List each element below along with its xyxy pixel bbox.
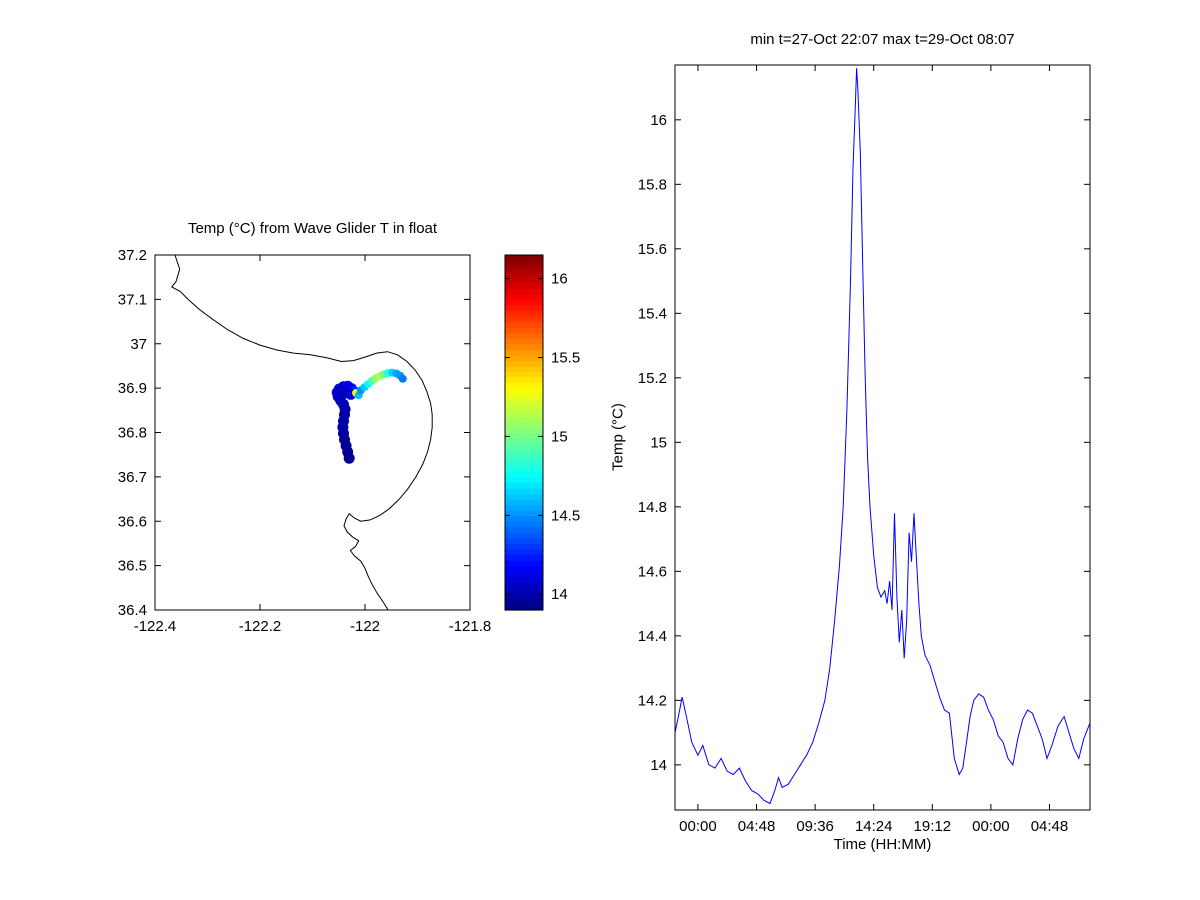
- svg-text:09:36: 09:36: [796, 818, 834, 835]
- svg-text:16: 16: [650, 112, 667, 129]
- svg-text:15.2: 15.2: [638, 370, 667, 387]
- svg-text:15: 15: [551, 428, 568, 445]
- svg-text:36.7: 36.7: [118, 469, 147, 486]
- svg-text:14:24: 14:24: [855, 818, 893, 835]
- svg-text:04:48: 04:48: [1031, 818, 1069, 835]
- svg-text:36.5: 36.5: [118, 558, 147, 575]
- temperature-line: [674, 68, 1091, 805]
- svg-text:-122.2: -122.2: [239, 618, 282, 635]
- coastline: [171, 254, 433, 611]
- map-title: Temp (°C) from Wave Glider T in float: [187, 220, 438, 237]
- timeseries-title: min t=27-Oct 22:07 max t=29-Oct 08:07: [750, 31, 1015, 48]
- svg-text:14.4: 14.4: [638, 628, 667, 645]
- svg-text:36.6: 36.6: [118, 513, 147, 530]
- timeseries-ylabel: Temp (°C): [609, 403, 627, 471]
- glider-track-point: [334, 388, 346, 400]
- svg-text:36.9: 36.9: [118, 380, 147, 397]
- svg-text:15: 15: [650, 434, 667, 451]
- svg-text:14.5: 14.5: [551, 507, 580, 524]
- svg-text:14.2: 14.2: [638, 692, 667, 709]
- svg-text:14: 14: [551, 586, 568, 603]
- svg-text:19:12: 19:12: [914, 818, 952, 835]
- svg-text:-122.4: -122.4: [134, 618, 177, 635]
- svg-text:37.1: 37.1: [118, 291, 147, 308]
- svg-text:14.8: 14.8: [638, 499, 667, 516]
- svg-text:16: 16: [551, 271, 568, 288]
- svg-text:37: 37: [130, 336, 147, 353]
- svg-text:00:00: 00:00: [679, 818, 717, 835]
- svg-text:15.5: 15.5: [551, 350, 580, 367]
- svg-text:04:48: 04:48: [738, 818, 776, 835]
- svg-text:15.4: 15.4: [638, 305, 667, 322]
- svg-text:14: 14: [650, 757, 667, 774]
- svg-text:-122: -122: [350, 618, 380, 635]
- svg-text:14.6: 14.6: [638, 563, 667, 580]
- svg-text:15.6: 15.6: [638, 241, 667, 258]
- svg-text:37.2: 37.2: [118, 247, 147, 264]
- glider-track-point: [398, 374, 407, 383]
- svg-text:-121.8: -121.8: [449, 618, 492, 635]
- svg-text:36.4: 36.4: [118, 602, 147, 619]
- svg-text:36.8: 36.8: [118, 425, 147, 442]
- timeseries-xlabel: Time (HH:MM): [833, 836, 932, 853]
- svg-text:15.8: 15.8: [638, 176, 667, 193]
- svg-text:00:00: 00:00: [972, 818, 1010, 835]
